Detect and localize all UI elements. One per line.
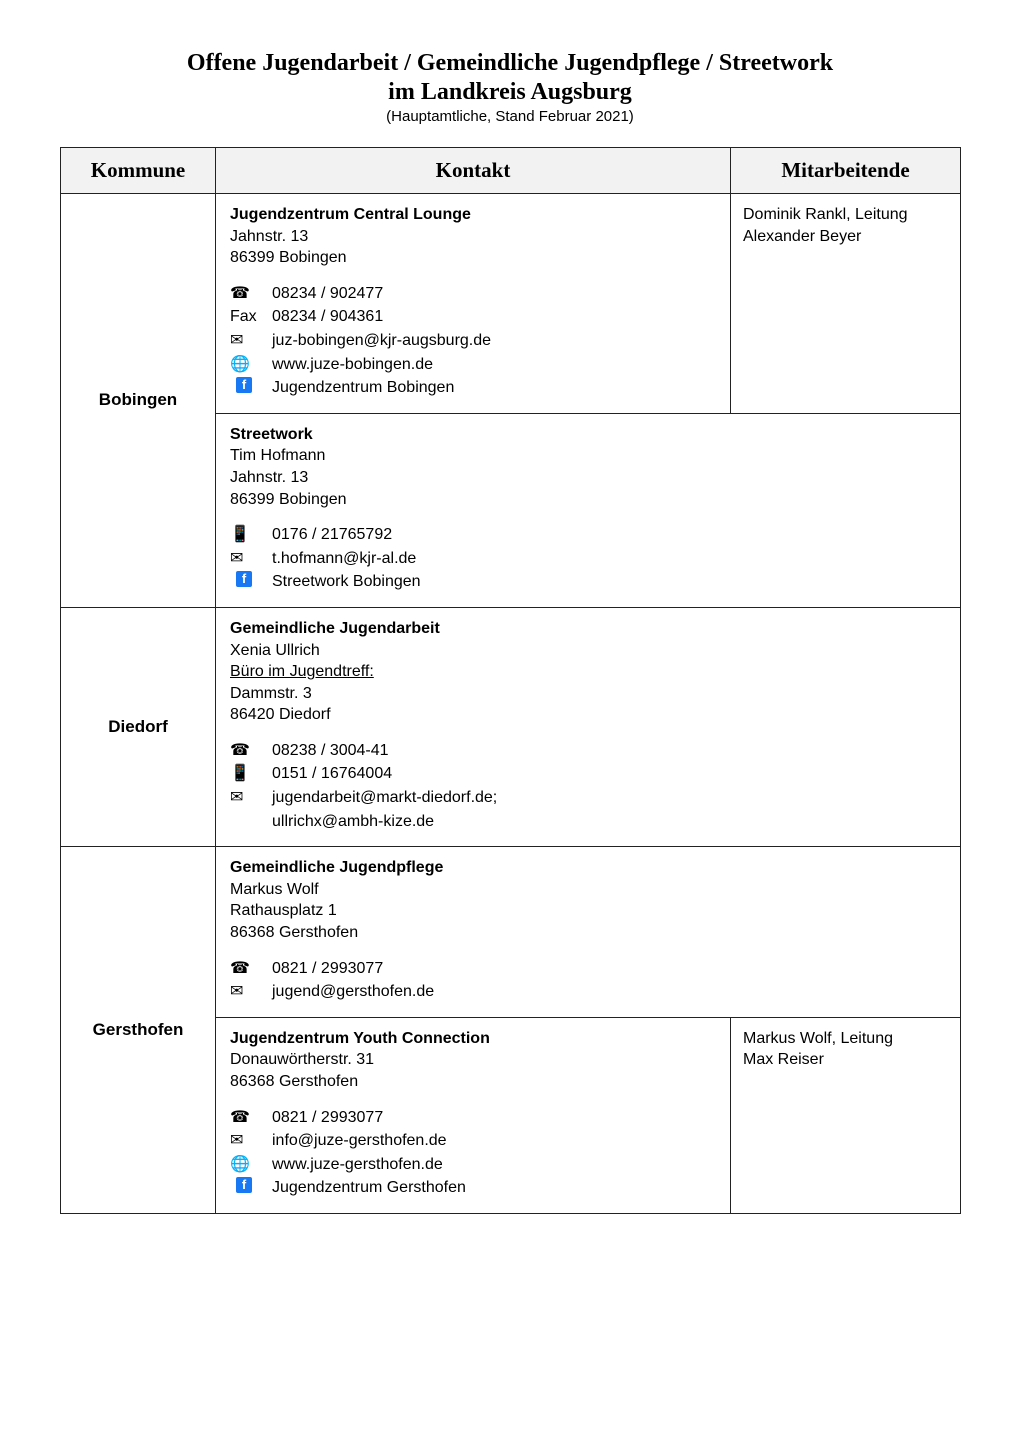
contact-mail: ✉ jugend@gersthofen.de <box>230 981 946 1003</box>
phone-icon: ☎ <box>230 740 258 762</box>
kontakt-gersthofen-2: Jugendzentrum Youth Connection Donauwört… <box>216 1017 731 1213</box>
staff-line: Dominik Rankl, Leitung <box>743 204 948 226</box>
contact-text: 08234 / 904361 <box>272 306 383 328</box>
contact-text: t.hofmann@kjr-al.de <box>272 548 416 570</box>
staff-line: Alexander Beyer <box>743 226 948 248</box>
col-kontakt: Kontakt <box>216 148 731 194</box>
institution: Jugendzentrum Central Lounge <box>230 204 716 226</box>
addr-line: Jahnstr. 13 <box>230 226 716 248</box>
staff-line: Markus Wolf, Leitung <box>743 1028 948 1050</box>
contact-web: 🌐 www.juze-gersthofen.de <box>230 1154 716 1176</box>
addr-line: Markus Wolf <box>230 879 946 901</box>
addr-line: Büro im Jugendtreff: <box>230 661 946 683</box>
addr-line: 86420 Diedorf <box>230 704 946 726</box>
addr-line: 86399 Bobingen <box>230 489 946 511</box>
kontakt-gersthofen-1: Gemeindliche Jugendpflege Markus Wolf Ra… <box>216 847 961 1018</box>
facebook-icon: f <box>230 377 258 393</box>
kontakt-bobingen-2: Streetwork Tim Hofmann Jahnstr. 13 86399… <box>216 413 961 607</box>
staff-gersthofen-2: Markus Wolf, Leitung Max Reiser <box>731 1017 961 1213</box>
contact-text: jugendarbeit@markt-diedorf.de; <box>272 787 497 809</box>
row-diedorf: Diedorf Gemeindliche Jugendarbeit Xenia … <box>61 607 961 846</box>
facebook-icon: f <box>230 571 258 587</box>
facebook-icon: f <box>230 1177 258 1193</box>
phone-icon: ☎ <box>230 283 258 305</box>
contact-facebook: f Streetwork Bobingen <box>230 571 946 593</box>
col-kommune: Kommune <box>61 148 216 194</box>
phone-icon: ☎ <box>230 958 258 980</box>
addr-line: Xenia Ullrich <box>230 640 946 662</box>
fax-label: Fax <box>230 306 258 328</box>
institution: Streetwork <box>230 424 946 446</box>
contact-mail: ✉ info@juze-gersthofen.de <box>230 1130 716 1152</box>
institution: Jugendzentrum Youth Connection <box>230 1028 716 1050</box>
contact-mail-extra: ullrichx@ambh-kize.de <box>230 811 946 833</box>
contact-mobile: 📱 0176 / 21765792 <box>230 524 946 546</box>
contact-text: 0151 / 16764004 <box>272 763 392 785</box>
kontakt-diedorf: Gemeindliche Jugendarbeit Xenia Ullrich … <box>216 607 961 846</box>
addr-line: 86399 Bobingen <box>230 247 716 269</box>
kommune-bobingen: Bobingen <box>61 194 216 608</box>
contact-mobile: 📱 0151 / 16764004 <box>230 763 946 785</box>
contact-text: juz-bobingen@kjr-augsburg.de <box>272 330 491 352</box>
mail-icon: ✉ <box>230 330 258 352</box>
mobile-icon: 📱 <box>230 763 258 785</box>
contact-phone: ☎ 08238 / 3004-41 <box>230 740 946 762</box>
contact-text: 0821 / 2993077 <box>272 958 383 980</box>
contact-text: www.juze-gersthofen.de <box>272 1154 443 1176</box>
kontakt-bobingen-1: Jugendzentrum Central Lounge Jahnstr. 13… <box>216 194 731 414</box>
kommune-diedorf: Diedorf <box>61 607 216 846</box>
addr-line: 86368 Gersthofen <box>230 1071 716 1093</box>
contact-text: info@juze-gersthofen.de <box>272 1130 447 1152</box>
mail-icon: ✉ <box>230 1130 258 1152</box>
mail-icon: ✉ <box>230 981 258 1003</box>
staff-bobingen-1: Dominik Rankl, Leitung Alexander Beyer <box>731 194 961 414</box>
col-mitarbeitende: Mitarbeitende <box>731 148 961 194</box>
addr-line: Tim Hofmann <box>230 445 946 467</box>
contact-mail: ✉ juz-bobingen@kjr-augsburg.de <box>230 330 716 352</box>
kommune-gersthofen: Gersthofen <box>61 847 216 1214</box>
contact-text: 0821 / 2993077 <box>272 1107 383 1129</box>
row-gersthofen-1: Gersthofen Gemeindliche Jugendpflege Mar… <box>61 847 961 1018</box>
addr-line: Jahnstr. 13 <box>230 467 946 489</box>
addr-line: Dammstr. 3 <box>230 683 946 705</box>
page-title-line1: Offene Jugendarbeit / Gemeindliche Jugen… <box>60 50 960 77</box>
mail-icon: ✉ <box>230 548 258 570</box>
web-icon: 🌐 <box>230 354 258 376</box>
directory-table: Kommune Kontakt Mitarbeitende Bobingen J… <box>60 147 961 1214</box>
contact-mail: ✉ jugendarbeit@markt-diedorf.de; <box>230 787 946 809</box>
contact-text: 0176 / 21765792 <box>272 524 392 546</box>
contact-facebook: f Jugendzentrum Gersthofen <box>230 1177 716 1199</box>
row-bobingen-1: Bobingen Jugendzentrum Central Lounge Ja… <box>61 194 961 414</box>
contact-phone: ☎ 0821 / 2993077 <box>230 1107 716 1129</box>
contact-text: ullrichx@ambh-kize.de <box>272 811 434 833</box>
table-header-row: Kommune Kontakt Mitarbeitende <box>61 148 961 194</box>
contact-phone: ☎ 0821 / 2993077 <box>230 958 946 980</box>
staff-line: Max Reiser <box>743 1049 948 1071</box>
phone-icon: ☎ <box>230 1107 258 1129</box>
institution: Gemeindliche Jugendpflege <box>230 857 946 879</box>
contact-text: 08234 / 902477 <box>272 283 383 305</box>
addr-line: Donauwörtherstr. 31 <box>230 1049 716 1071</box>
page-note: (Hauptamtliche, Stand Februar 2021) <box>60 108 960 125</box>
contact-phone: ☎ 08234 / 902477 <box>230 283 716 305</box>
contact-web: 🌐 www.juze-bobingen.de <box>230 354 716 376</box>
contact-facebook: f Jugendzentrum Bobingen <box>230 377 716 399</box>
addr-line: Rathausplatz 1 <box>230 900 946 922</box>
contact-text: www.juze-bobingen.de <box>272 354 433 376</box>
page-title-line2: im Landkreis Augsburg <box>60 79 960 106</box>
contact-text: 08238 / 3004-41 <box>272 740 389 762</box>
institution: Gemeindliche Jugendarbeit <box>230 618 946 640</box>
addr-line: 86368 Gersthofen <box>230 922 946 944</box>
contact-text: Jugendzentrum Bobingen <box>272 377 454 399</box>
contact-text: jugend@gersthofen.de <box>272 981 434 1003</box>
contact-fax: Fax 08234 / 904361 <box>230 306 716 328</box>
contact-text: Jugendzentrum Gersthofen <box>272 1177 466 1199</box>
mail-icon: ✉ <box>230 787 258 809</box>
contact-mail: ✉ t.hofmann@kjr-al.de <box>230 548 946 570</box>
web-icon: 🌐 <box>230 1154 258 1176</box>
mobile-icon: 📱 <box>230 524 258 546</box>
contact-text: Streetwork Bobingen <box>272 571 421 593</box>
